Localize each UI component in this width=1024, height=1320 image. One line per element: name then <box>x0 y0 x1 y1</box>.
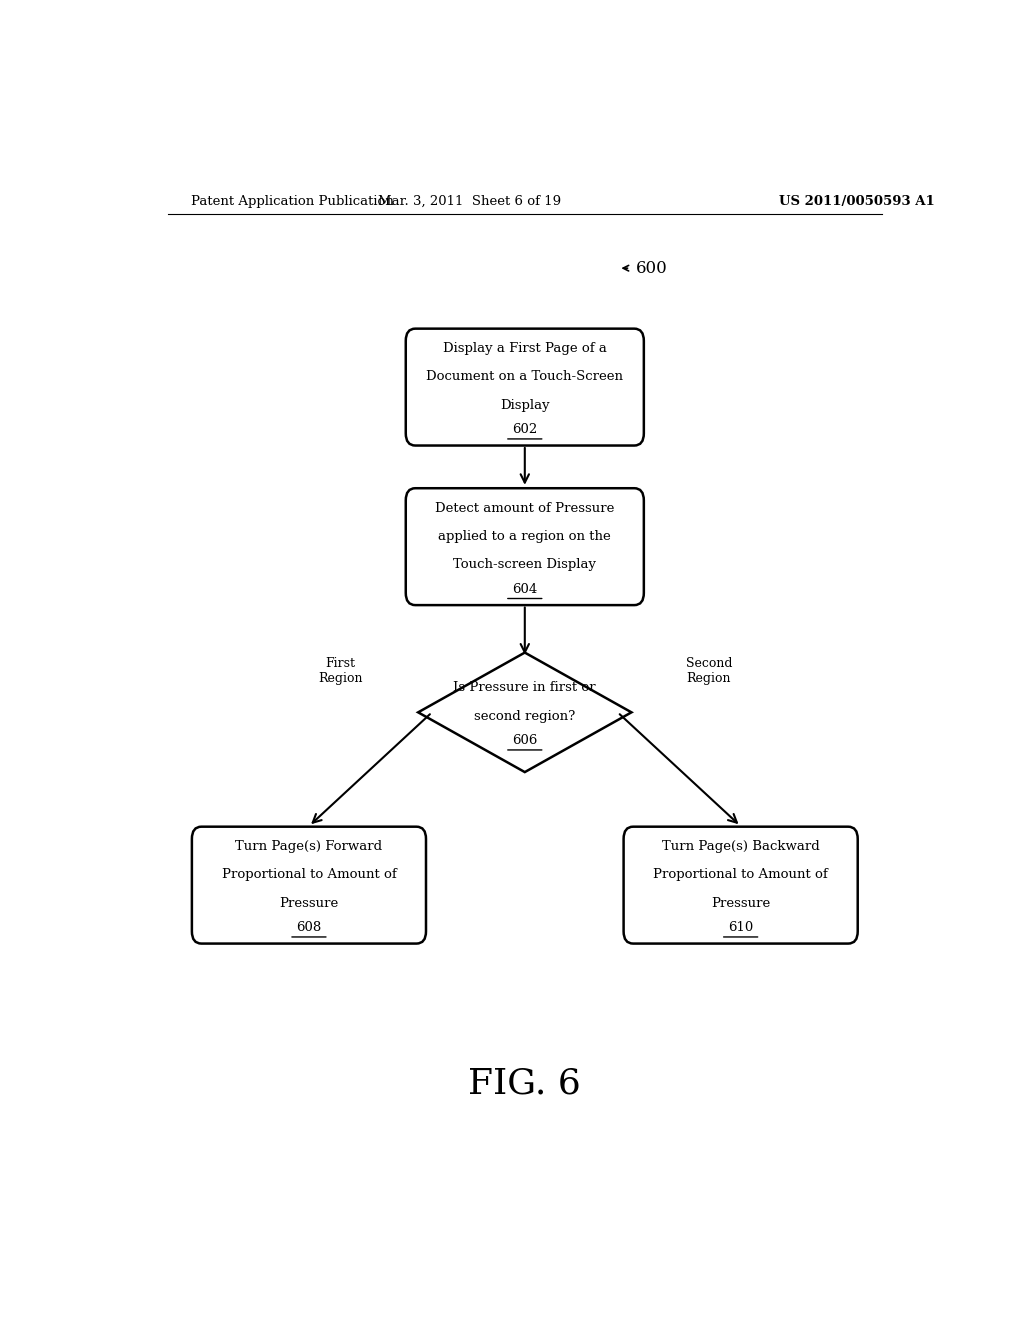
Text: Pressure: Pressure <box>711 896 770 909</box>
Text: 608: 608 <box>296 921 322 935</box>
Text: Display a First Page of a: Display a First Page of a <box>442 342 607 355</box>
FancyBboxPatch shape <box>191 826 426 944</box>
Text: applied to a region on the: applied to a region on the <box>438 531 611 543</box>
Polygon shape <box>418 652 632 772</box>
Text: 610: 610 <box>728 921 754 935</box>
Text: Patent Application Publication: Patent Application Publication <box>191 194 394 207</box>
Text: Second
Region: Second Region <box>686 656 732 685</box>
Text: Document on a Touch-Screen: Document on a Touch-Screen <box>426 371 624 383</box>
Text: Turn Page(s) Backward: Turn Page(s) Backward <box>662 840 819 853</box>
FancyBboxPatch shape <box>624 826 858 944</box>
Text: Pressure: Pressure <box>280 896 339 909</box>
FancyBboxPatch shape <box>406 488 644 605</box>
Text: Turn Page(s) Forward: Turn Page(s) Forward <box>236 840 383 853</box>
Text: 604: 604 <box>512 583 538 595</box>
Text: Proportional to Amount of: Proportional to Amount of <box>653 869 828 882</box>
Text: FIG. 6: FIG. 6 <box>468 1067 582 1101</box>
Text: Proportional to Amount of: Proportional to Amount of <box>221 869 396 882</box>
Text: Mar. 3, 2011  Sheet 6 of 19: Mar. 3, 2011 Sheet 6 of 19 <box>378 194 561 207</box>
Text: US 2011/0050593 A1: US 2011/0050593 A1 <box>778 194 935 207</box>
Text: Display: Display <box>500 399 550 412</box>
Text: Is Pressure in first or: Is Pressure in first or <box>454 681 596 694</box>
FancyBboxPatch shape <box>406 329 644 446</box>
Text: 600: 600 <box>636 260 668 277</box>
Text: Detect amount of Pressure: Detect amount of Pressure <box>435 502 614 515</box>
Text: 606: 606 <box>512 734 538 747</box>
Text: Touch-screen Display: Touch-screen Display <box>454 558 596 572</box>
Text: First
Region: First Region <box>318 656 362 685</box>
Text: 602: 602 <box>512 424 538 437</box>
Text: second region?: second region? <box>474 710 575 723</box>
